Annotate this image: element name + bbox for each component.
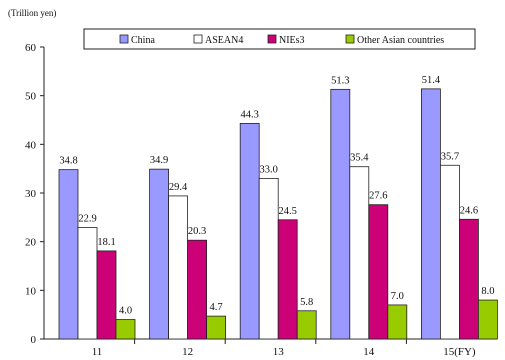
bar-nies3 — [277, 219, 298, 340]
data-label: 34.9 — [150, 155, 168, 166]
x-tick-label: 15(FY) — [443, 346, 476, 358]
data-label: 8.0 — [481, 286, 494, 297]
bar-china — [330, 88, 351, 340]
x-tick-label: 14 — [363, 346, 375, 358]
bar-nies3 — [458, 218, 479, 340]
bar-asean4 — [258, 177, 279, 340]
y-tick-label: 40 — [25, 139, 37, 151]
bar-other-asian-countries — [206, 315, 227, 340]
y-tick-label: 30 — [25, 188, 37, 200]
bar-other-asian-countries — [387, 304, 408, 340]
data-label: 24.5 — [279, 206, 297, 217]
y-tick-label: 0 — [31, 334, 37, 346]
bar-asean4 — [439, 164, 460, 340]
data-label: 35.7 — [441, 151, 459, 162]
data-label: 20.3 — [188, 226, 206, 237]
legend-label: Other Asian countries — [357, 35, 444, 46]
data-label: 51.3 — [331, 75, 349, 86]
legend-label: China — [131, 35, 155, 46]
bar-asean4 — [349, 166, 370, 340]
data-label: 22.9 — [78, 214, 96, 225]
y-tick-label: 20 — [25, 237, 37, 249]
bar-nies3 — [187, 239, 208, 340]
data-label: 29.4 — [169, 182, 188, 193]
y-unit-label: (Trillion yen) — [8, 8, 56, 18]
data-label: 24.6 — [460, 205, 478, 216]
legend-swatch — [267, 34, 277, 44]
bar-china — [239, 123, 260, 340]
data-label: 27.6 — [369, 191, 387, 202]
data-label: 34.8 — [59, 156, 77, 167]
legend-box — [83, 28, 476, 50]
x-tick-label: 12 — [182, 346, 193, 358]
bar-other-asian-countries — [296, 310, 317, 340]
y-axis: 0 10 20 30 40 50 60 — [25, 42, 45, 346]
bar-china — [58, 169, 79, 340]
data-label: 4.0 — [119, 306, 132, 317]
x-axis: 11 12 13 14 15(FY) — [44, 338, 497, 358]
data-label: 35.4 — [350, 153, 369, 164]
bar-nies3 — [96, 250, 117, 340]
bars — [58, 88, 498, 340]
data-label: 51.4 — [422, 75, 441, 86]
bar-asean4 — [168, 195, 189, 340]
value-labels: 34.8 22.9 18.1 4.0 34.9 29.4 20.3 4.7 44.3 33.0 24… — [59, 75, 494, 317]
bar-other-asian-countries — [477, 299, 498, 340]
legend-label: ASEAN4 — [205, 35, 243, 46]
bar-other-asian-countries — [115, 319, 136, 340]
x-tick-label: 13 — [273, 346, 285, 358]
data-label: 33.0 — [260, 164, 278, 175]
bar-nies3 — [368, 204, 389, 340]
data-label: 7.0 — [391, 291, 404, 302]
legend-swatch — [193, 34, 203, 44]
bar-china — [149, 168, 170, 340]
data-label: 18.1 — [97, 237, 115, 248]
data-label: 4.7 — [210, 302, 223, 313]
y-tick-label: 10 — [25, 285, 37, 297]
legend: China ASEAN4 NIEs3 Other Asian countries — [83, 28, 476, 50]
legend-swatch — [345, 34, 355, 44]
x-tick-label: 11 — [92, 346, 103, 358]
legend-label: NIEs3 — [279, 35, 305, 46]
bar-china — [420, 88, 441, 340]
bar-asean4 — [77, 227, 98, 340]
data-label: 44.3 — [241, 109, 259, 120]
legend-swatch — [119, 34, 129, 44]
y-tick-label: 50 — [25, 91, 37, 103]
y-tick-label: 60 — [25, 42, 37, 54]
data-label: 5.8 — [300, 297, 313, 308]
